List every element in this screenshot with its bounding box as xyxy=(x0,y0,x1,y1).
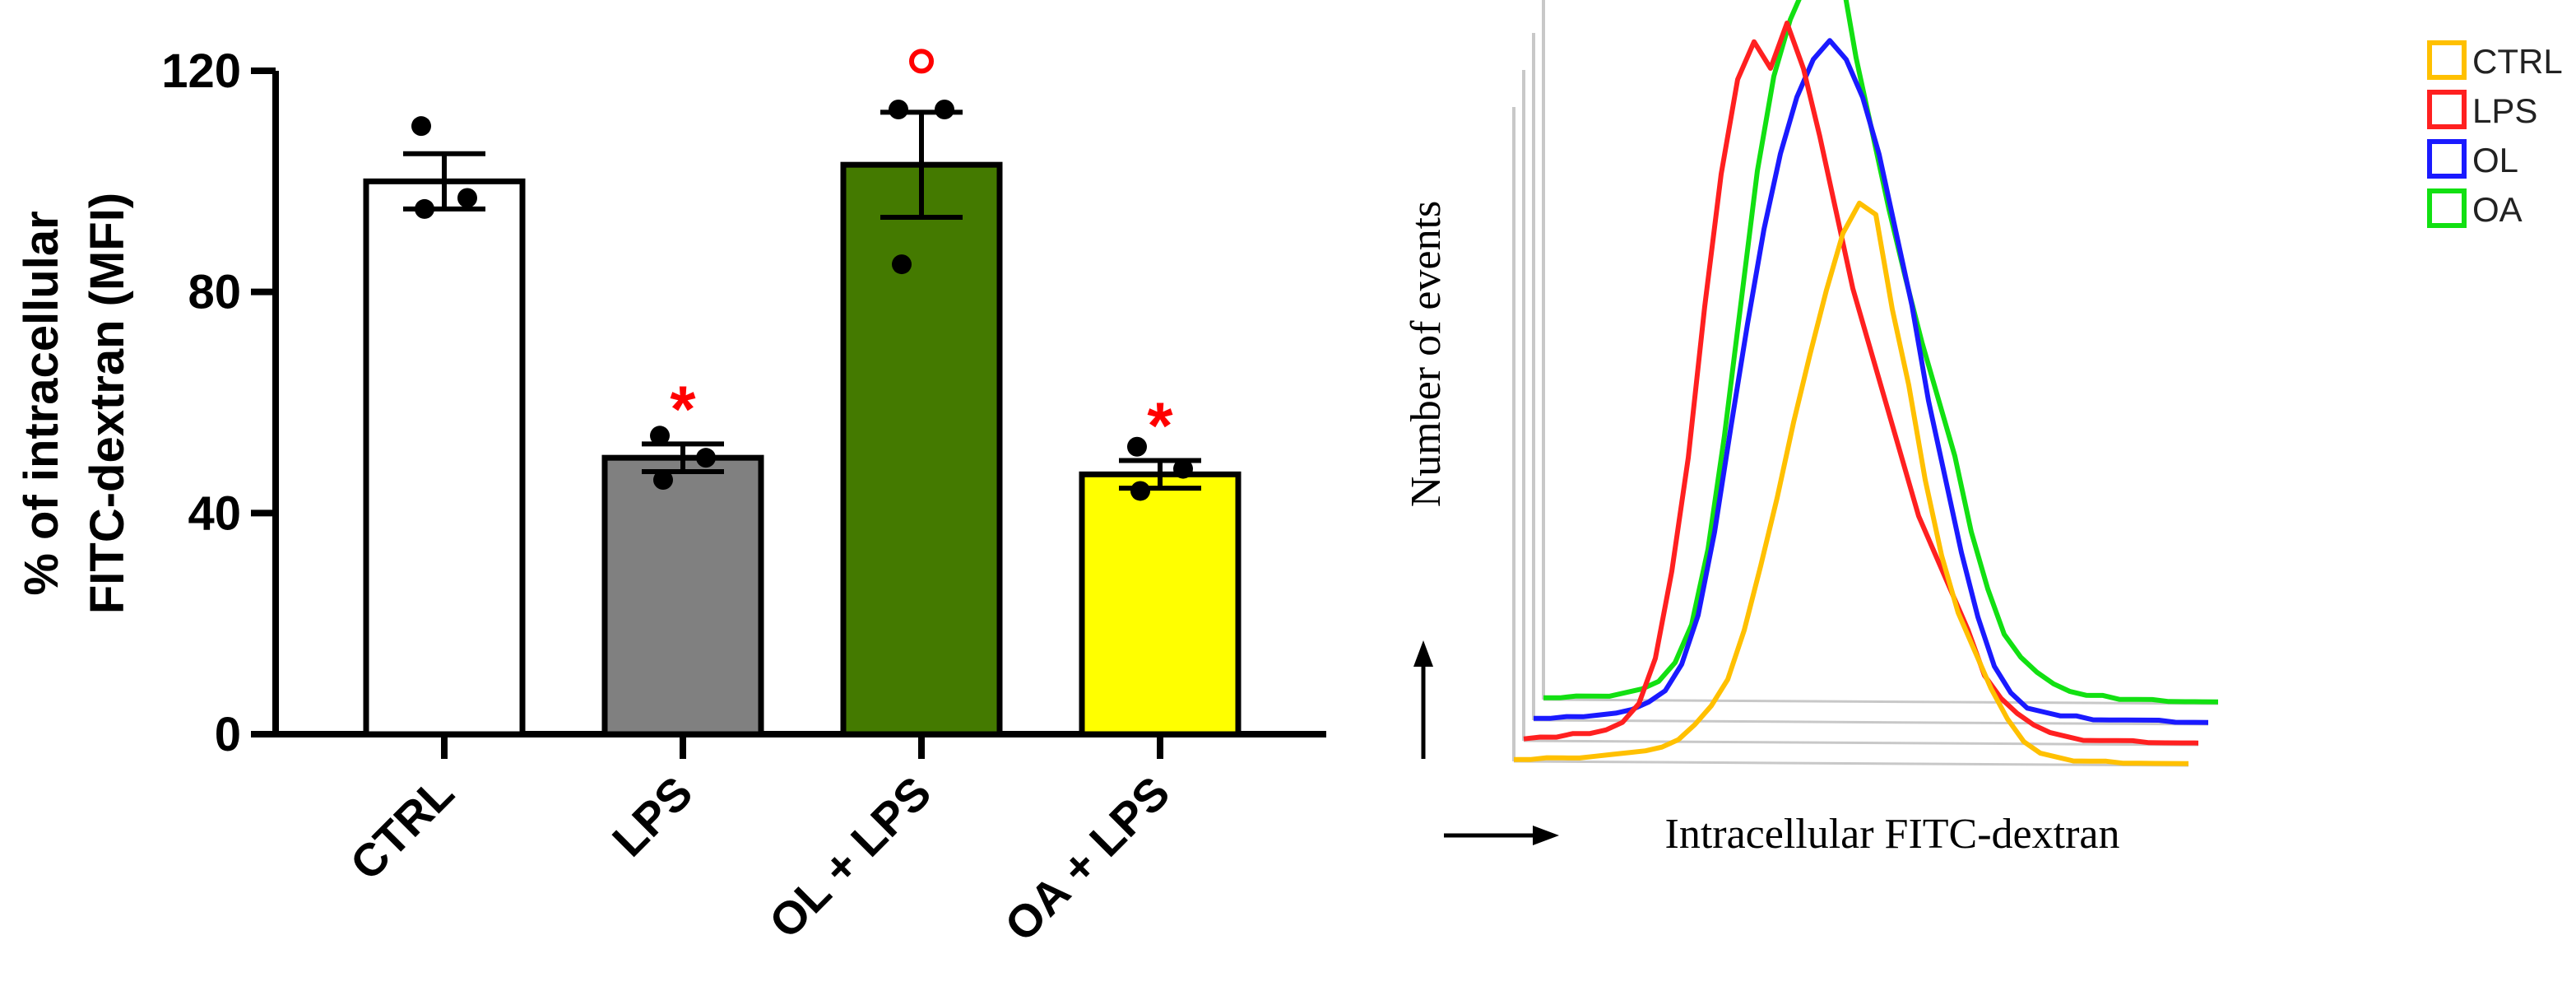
histogram-series-lps xyxy=(1523,21,2199,746)
bar-chart: % of intracellular FITC-dextran (MFI) 0 4… xyxy=(15,44,1326,951)
significance-asterisk: * xyxy=(1147,389,1173,463)
bar-2 xyxy=(601,454,764,737)
legend: CTRL LPS OL OA xyxy=(2427,40,2563,229)
hist-x-axis-label: Intracellular FITC-dextran xyxy=(1665,811,2120,858)
data-point xyxy=(1173,458,1193,479)
histogram-series-oa xyxy=(1543,0,2219,705)
y-axis-label-line1: % of intracellular xyxy=(15,211,68,595)
bar-3 xyxy=(840,161,1003,737)
legend-swatch-oa xyxy=(2427,188,2467,228)
data-point xyxy=(1130,481,1150,501)
data-point xyxy=(650,426,670,446)
histogram-lines xyxy=(1512,0,2219,767)
y-tick-label: 0 xyxy=(215,708,241,761)
x-tick-label: LPS xyxy=(602,766,703,867)
y-tick-label: 40 xyxy=(188,486,241,540)
data-point xyxy=(935,100,954,120)
y-axis-label-line2: FITC-dextran (MFI) xyxy=(81,193,134,614)
legend-label: CTRL xyxy=(2472,42,2563,81)
bar-1 xyxy=(363,178,526,737)
data-point xyxy=(415,198,434,219)
histogram-series-ol xyxy=(1533,38,2209,725)
significance-asterisk: * xyxy=(670,372,696,445)
data-point xyxy=(696,448,716,468)
baseline-guide-line xyxy=(1513,760,2189,767)
histogram-series-ctrl xyxy=(1513,200,2189,766)
y-tick-label: 120 xyxy=(161,44,241,98)
legend-swatch-ol xyxy=(2427,139,2467,179)
legend-label: LPS xyxy=(2472,91,2537,130)
right-arrow xyxy=(1444,826,1559,845)
hist-y-axis-label: Number of events xyxy=(1403,201,1450,508)
y-tick-label: 80 xyxy=(188,266,241,319)
x-tick-label: OL + LPS xyxy=(759,766,941,948)
data-point xyxy=(889,100,908,120)
legend-swatch-lps xyxy=(2427,90,2467,129)
data-point xyxy=(1127,436,1147,457)
data-point xyxy=(892,254,912,275)
legend-label: OL xyxy=(2472,141,2518,179)
y-ticks: 0 40 80 120 xyxy=(161,44,276,761)
significance-circle xyxy=(909,49,934,74)
x-tick-label: OA + LPS xyxy=(995,766,1180,951)
x-ticks: CTRL LPS OL + LPS OA + LPS xyxy=(340,734,1179,951)
histogram-chart: Number of events Intracellular FITC-dext… xyxy=(1403,0,2563,858)
x-tick-label: CTRL xyxy=(340,766,463,890)
data-point xyxy=(457,188,477,208)
baseline-guide-line xyxy=(1543,698,2219,705)
data-point xyxy=(411,116,431,137)
baseline-guide-line xyxy=(1523,739,2199,747)
data-point xyxy=(653,470,673,491)
bar-4 xyxy=(1079,471,1242,737)
legend-label: OA xyxy=(2472,190,2523,229)
up-arrow xyxy=(1413,640,1433,759)
baseline-guide-line xyxy=(1533,719,2209,726)
legend-swatch-ctrl xyxy=(2427,40,2467,80)
bars: * * xyxy=(363,49,1242,737)
